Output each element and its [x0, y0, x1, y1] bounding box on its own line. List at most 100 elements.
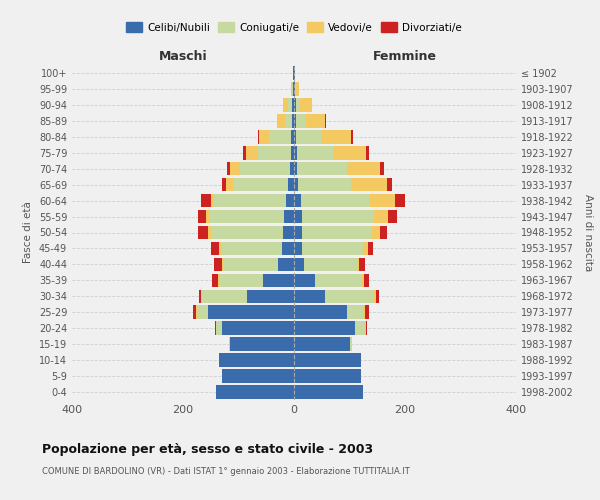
Bar — [297, 162, 347, 175]
Bar — [229, 338, 230, 351]
Bar — [350, 178, 386, 192]
Bar — [291, 146, 294, 160]
Bar — [320, 130, 351, 143]
Bar — [209, 210, 284, 224]
Bar — [284, 210, 294, 224]
Bar — [226, 178, 233, 192]
Bar — [198, 226, 208, 239]
Bar — [294, 178, 298, 192]
Bar — [269, 130, 291, 143]
Text: Femmine: Femmine — [373, 50, 437, 64]
Bar — [349, 338, 352, 351]
Bar — [221, 242, 282, 255]
Bar — [364, 274, 370, 287]
Bar — [368, 242, 373, 255]
Bar — [214, 258, 222, 271]
Bar — [374, 290, 376, 303]
Bar — [364, 242, 368, 255]
Text: Popolazione per età, sesso e stato civile - 2003: Popolazione per età, sesso e stato civil… — [42, 442, 373, 456]
Bar — [333, 146, 366, 160]
Bar — [219, 354, 294, 367]
Bar — [365, 322, 366, 335]
Bar — [239, 162, 290, 175]
Bar — [288, 98, 292, 112]
Bar — [211, 242, 219, 255]
Bar — [295, 82, 296, 96]
Bar — [294, 98, 296, 112]
Bar — [227, 162, 230, 175]
Bar — [359, 258, 365, 271]
Bar — [282, 242, 294, 255]
Bar — [294, 370, 361, 383]
Bar — [193, 306, 196, 319]
Bar — [325, 114, 326, 128]
Bar — [258, 146, 291, 160]
Bar — [372, 226, 380, 239]
Bar — [219, 274, 263, 287]
Bar — [291, 130, 294, 143]
Bar — [223, 258, 278, 271]
Bar — [380, 162, 385, 175]
Bar — [196, 306, 197, 319]
Bar — [294, 162, 297, 175]
Bar — [302, 226, 372, 239]
Bar — [315, 274, 362, 287]
Bar — [357, 258, 359, 271]
Bar — [294, 194, 301, 207]
Bar — [246, 146, 258, 160]
Bar — [292, 98, 294, 112]
Bar — [364, 306, 365, 319]
Bar — [277, 114, 284, 128]
Bar — [293, 82, 294, 96]
Bar — [305, 114, 325, 128]
Bar — [218, 274, 219, 287]
Bar — [301, 194, 370, 207]
Bar — [290, 82, 292, 96]
Bar — [243, 146, 246, 160]
Bar — [294, 290, 325, 303]
Bar — [300, 98, 313, 112]
Bar — [298, 178, 350, 192]
Bar — [284, 114, 292, 128]
Bar — [217, 385, 294, 399]
Bar — [325, 290, 374, 303]
Bar — [294, 322, 355, 335]
Bar — [202, 290, 247, 303]
Bar — [347, 306, 364, 319]
Bar — [201, 194, 211, 207]
Y-axis label: Anni di nascita: Anni di nascita — [583, 194, 593, 271]
Bar — [366, 146, 369, 160]
Bar — [395, 194, 405, 207]
Bar — [199, 290, 202, 303]
Bar — [362, 274, 364, 287]
Bar — [263, 274, 294, 287]
Bar — [233, 178, 289, 192]
Legend: Celibi/Nubili, Coniugati/e, Vedovi/e, Divorziati/e: Celibi/Nubili, Coniugati/e, Vedovi/e, Di… — [122, 18, 466, 37]
Bar — [247, 290, 294, 303]
Bar — [198, 210, 206, 224]
Bar — [296, 98, 300, 112]
Bar — [292, 82, 293, 96]
Bar — [222, 322, 294, 335]
Bar — [289, 178, 294, 192]
Bar — [376, 290, 379, 303]
Bar — [258, 130, 259, 143]
Bar — [366, 322, 367, 335]
Bar — [294, 114, 296, 128]
Bar — [294, 210, 302, 224]
Bar — [302, 210, 374, 224]
Bar — [374, 210, 388, 224]
Bar — [294, 258, 304, 271]
Bar — [219, 242, 221, 255]
Bar — [283, 226, 294, 239]
Bar — [216, 322, 222, 335]
Bar — [302, 242, 364, 255]
Bar — [294, 354, 361, 367]
Bar — [380, 226, 386, 239]
Bar — [370, 194, 395, 207]
Bar — [230, 162, 239, 175]
Bar — [215, 322, 217, 335]
Bar — [294, 146, 297, 160]
Bar — [222, 370, 294, 383]
Bar — [296, 130, 320, 143]
